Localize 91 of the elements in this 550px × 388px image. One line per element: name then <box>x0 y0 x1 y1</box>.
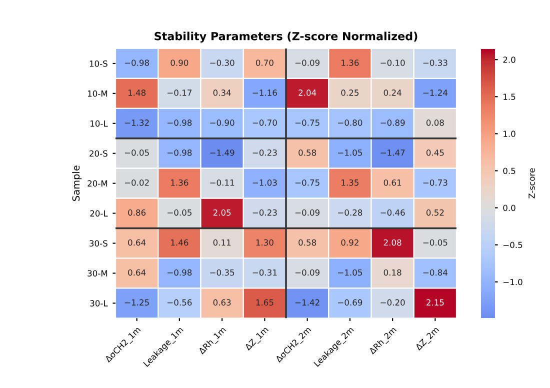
data-label: −0.23 <box>252 209 277 216</box>
data-label: −1.32 <box>124 120 149 126</box>
data-label: 0.08 <box>426 120 444 126</box>
data-label: −0.69 <box>338 299 362 306</box>
data-label: −0.30 <box>210 60 234 66</box>
color-bar-label: 1.0 <box>504 130 516 137</box>
y-tick-label: 20-L <box>90 210 108 217</box>
data-label: −0.75 <box>295 120 320 126</box>
data-label: −1.05 <box>338 269 362 276</box>
color-bar-label: 1.5 <box>504 94 516 100</box>
color-bar-label: 0.5 <box>503 168 516 174</box>
y-tick-label: 10-L <box>90 120 108 127</box>
data-label: 0.63 <box>213 299 231 306</box>
y-tick-label: 20-M <box>88 180 108 187</box>
data-label: 2.05 <box>213 209 231 216</box>
data-label: 1.30 <box>256 239 274 246</box>
data-label: −0.09 <box>295 60 320 66</box>
data-label: −0.09 <box>295 209 320 216</box>
data-label: −1.03 <box>252 179 277 186</box>
data-label: −0.17 <box>168 90 192 96</box>
data-label: 0.45 <box>426 149 444 156</box>
data-label: −1.24 <box>423 90 448 96</box>
data-label: 0.11 <box>213 239 231 246</box>
data-label: −0.75 <box>295 179 320 186</box>
data-label: 2.04 <box>298 90 316 96</box>
data-label: −0.98 <box>124 60 150 66</box>
chart-title: Stability Parameters (Z-score Normalized) <box>154 32 418 43</box>
data-label: −0.84 <box>423 269 448 276</box>
y-tick-label: 20-S <box>90 150 108 157</box>
data-label: 1.36 <box>171 179 188 186</box>
data-label: 0.61 <box>384 179 402 186</box>
data-label: 0.64 <box>128 239 146 246</box>
data-label: −0.05 <box>124 149 149 156</box>
data-label: 2.08 <box>384 239 402 246</box>
data-label: 0.70 <box>256 60 274 66</box>
data-label: 0.52 <box>426 209 444 216</box>
data-label: −0.46 <box>380 209 405 216</box>
data-label: 1.36 <box>342 60 359 66</box>
data-label: −0.98 <box>168 149 192 156</box>
data-label: 1.48 <box>128 90 146 96</box>
data-label: 0.58 <box>298 239 316 246</box>
data-label: −0.98 <box>168 269 192 276</box>
data-label: −0.73 <box>423 179 448 186</box>
data-label: −1.16 <box>252 90 277 96</box>
data-label: −0.56 <box>168 299 192 306</box>
data-label: −1.47 <box>380 150 405 156</box>
data-label: 0.24 <box>384 90 402 96</box>
data-label: 1.35 <box>342 179 358 186</box>
data-label: −0.98 <box>168 120 192 126</box>
data-label: −0.33 <box>423 60 448 66</box>
y-tick-label: 10-M <box>88 90 108 97</box>
y-axis-title: Sample <box>72 166 82 201</box>
data-label: −0.35 <box>210 269 234 276</box>
data-label: 0.58 <box>298 149 316 156</box>
data-label: 0.90 <box>170 60 188 66</box>
data-label: −1.49 <box>210 149 234 156</box>
color-bar-label: −0.5 <box>504 242 522 248</box>
data-label: 2.15 <box>426 299 444 306</box>
data-label: −0.28 <box>338 209 362 216</box>
data-label: −1.05 <box>338 149 362 156</box>
data-label: 0.34 <box>213 90 231 96</box>
data-label: −0.89 <box>380 120 405 126</box>
data-label: −0.05 <box>423 239 448 246</box>
y-tick-label: 30-L <box>90 300 108 306</box>
data-label: −0.02 <box>124 179 149 186</box>
y-tick-label: 30-M <box>88 270 108 276</box>
data-label: −0.20 <box>380 299 405 306</box>
data-label: 0.64 <box>128 269 146 276</box>
data-label: 0.86 <box>128 209 146 216</box>
data-label: −0.23 <box>252 149 277 156</box>
data-label: −0.11 <box>210 179 234 186</box>
data-label: 0.18 <box>384 269 402 276</box>
data-label: 0.92 <box>341 239 358 246</box>
data-label: −1.42 <box>295 299 320 306</box>
data-label: 1.65 <box>256 299 274 306</box>
y-tick-label: 10-S <box>90 60 108 67</box>
color-bar-title: Z-score <box>528 168 535 198</box>
data-label: −0.31 <box>252 269 277 276</box>
data-label: −1.25 <box>124 299 149 306</box>
data-label: −0.05 <box>168 209 192 216</box>
data-label: −0.90 <box>210 120 234 126</box>
data-label: −0.70 <box>252 120 277 126</box>
color-bar-label: 2.0 <box>503 56 516 63</box>
y-tick-label: 30-S <box>90 240 108 247</box>
color-bar-label: 0.0 <box>503 204 516 212</box>
data-label: −0.10 <box>380 60 405 66</box>
color-bar-label: −1.0 <box>504 278 522 286</box>
data-label: 0.25 <box>341 90 358 96</box>
data-label: 1.46 <box>171 239 188 246</box>
data-label: −0.80 <box>338 120 362 126</box>
data-label: −0.09 <box>295 269 320 276</box>
